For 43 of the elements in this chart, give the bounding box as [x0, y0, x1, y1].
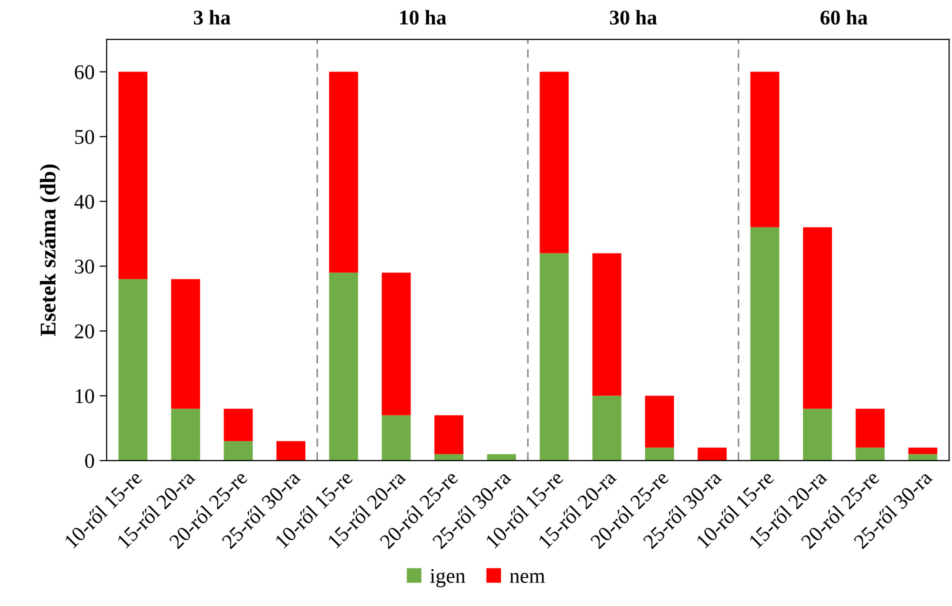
bar [592, 253, 622, 396]
bar [698, 448, 727, 461]
bar [803, 408, 832, 461]
text: 3 ha [194, 10, 230, 25]
bar [434, 454, 464, 461]
bar [382, 272, 411, 416]
bar [750, 72, 780, 228]
bar [276, 441, 306, 461]
y-tick-label: 30 [74, 260, 94, 274]
bar [540, 72, 569, 254]
y-tick-label: 40 [74, 194, 94, 209]
bar [118, 72, 148, 280]
bar [645, 396, 674, 448]
y-axis-title: Esetek száma (db) [40, 164, 60, 336]
bar [856, 408, 885, 448]
bar [224, 441, 253, 461]
bar [382, 415, 411, 461]
y-tick-label: 60 [74, 65, 94, 80]
bar [645, 448, 674, 461]
legend-label: nem [510, 572, 545, 583]
y-tick-label: 20 [74, 324, 94, 338]
bar [434, 415, 464, 454]
text: 10 ha [400, 10, 446, 25]
bar [750, 227, 780, 461]
text: 60 ha [820, 10, 868, 25]
bar [540, 253, 569, 461]
bar [171, 408, 200, 461]
text: 30 ha [610, 10, 657, 25]
bar [118, 279, 148, 461]
bar [908, 448, 938, 454]
bar [908, 454, 938, 461]
bar [171, 279, 200, 409]
bar [329, 72, 358, 273]
y-tick-label: 50 [75, 130, 94, 144]
bar [856, 448, 885, 461]
bar [329, 272, 358, 461]
bar [224, 408, 253, 442]
y-tick-label: 0 [85, 454, 94, 468]
bar [487, 454, 516, 461]
y-tick-label: 10 [76, 389, 94, 404]
bar [592, 396, 622, 461]
legend-label: igen [430, 568, 466, 588]
bar [803, 227, 832, 409]
